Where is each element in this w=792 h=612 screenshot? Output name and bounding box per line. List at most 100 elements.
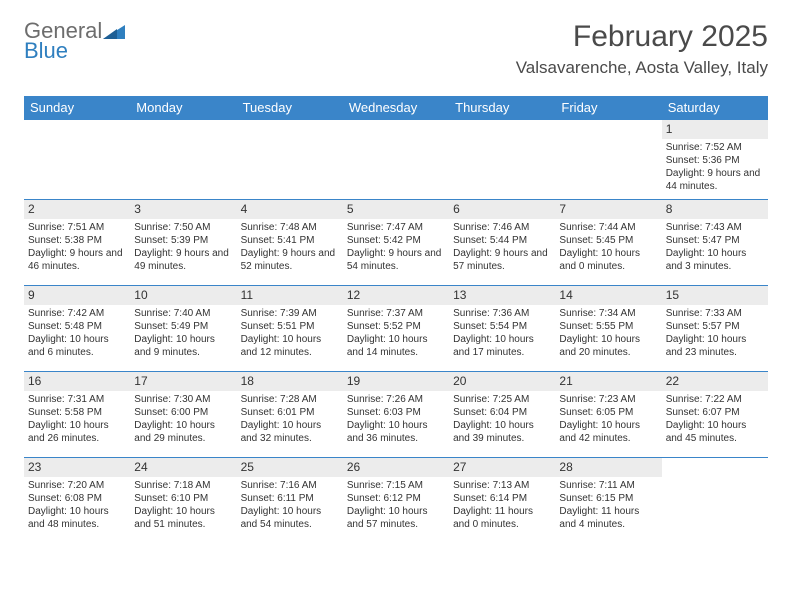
sunset-text: Sunset: 6:14 PM <box>453 492 551 505</box>
calendar-day-cell: 2Sunrise: 7:51 AMSunset: 5:38 PMDaylight… <box>24 200 130 286</box>
sunrise-text: Sunrise: 7:37 AM <box>347 307 445 320</box>
day-number: 17 <box>130 372 236 391</box>
calendar-day-cell: 24Sunrise: 7:18 AMSunset: 6:10 PMDayligh… <box>130 458 236 544</box>
calendar-day-cell: 25Sunrise: 7:16 AMSunset: 6:11 PMDayligh… <box>237 458 343 544</box>
daylight-text: Daylight: 10 hours and 20 minutes. <box>559 333 657 359</box>
daylight-text: Daylight: 10 hours and 54 minutes. <box>241 505 339 531</box>
day-number: 18 <box>237 372 343 391</box>
sunset-text: Sunset: 5:52 PM <box>347 320 445 333</box>
calendar-week-row: 2 Sunrise: 7:51 AMSunset: 5:38 PM Daylight… <box>24 200 768 286</box>
day-number: 20 <box>449 372 555 391</box>
location: Valsavarenche, Aosta Valley, Italy <box>516 58 768 78</box>
calendar-day-cell: . <box>237 120 343 200</box>
daylight-text: Daylight: 9 hours and 49 minutes. <box>134 247 232 273</box>
daylight-text: Daylight: 10 hours and 39 minutes. <box>453 419 551 445</box>
calendar-day-cell: 18Sunrise: 7:28 AMSunset: 6:01 PMDayligh… <box>237 372 343 458</box>
sunset-text: Sunset: 5:48 PM <box>28 320 126 333</box>
calendar-day-cell: 13Sunrise: 7:36 AMSunset: 5:54 PMDayligh… <box>449 286 555 372</box>
sunrise-text: Sunrise: 7:30 AM <box>134 393 232 406</box>
sunrise-text: Sunrise: 7:20 AM <box>28 479 126 492</box>
sunset-text: Sunset: 6:15 PM <box>559 492 657 505</box>
day-number: 9 <box>24 286 130 305</box>
day-number: 21 <box>555 372 661 391</box>
sunrise-text: Sunrise: 7:13 AM <box>453 479 551 492</box>
sunrise-text: Sunrise: 7:18 AM <box>134 479 232 492</box>
calendar-body: ......1Sunrise: 7:52 AMSunset: 5:36 PMDa… <box>24 120 768 544</box>
daylight-text: Daylight: 10 hours and 36 minutes. <box>347 419 445 445</box>
title-block: February 2025 Valsavarenche, Aosta Valle… <box>516 20 768 78</box>
sunset-text: Sunset: 5:58 PM <box>28 406 126 419</box>
sunrise-text: Sunrise: 7:50 AM <box>134 221 232 234</box>
daylight-text: Daylight: 9 hours and 52 minutes. <box>241 247 339 273</box>
calendar-day-cell: 8Sunrise: 7:43 AMSunset: 5:47 PMDaylight… <box>662 200 768 286</box>
calendar-day-cell: . <box>343 120 449 200</box>
daylight-text: Daylight: 10 hours and 45 minutes. <box>666 419 764 445</box>
month-title: February 2025 <box>516 20 768 54</box>
calendar-day-cell: 4Sunrise: 7:48 AMSunset: 5:41 PMDaylight… <box>237 200 343 286</box>
sunset-text: Sunset: 5:54 PM <box>453 320 551 333</box>
day-number: 13 <box>449 286 555 305</box>
logo-triangle-icon <box>103 23 125 39</box>
day-number: 26 <box>343 458 449 477</box>
calendar-day-cell: 5Sunrise: 7:47 AMSunset: 5:42 PMDaylight… <box>343 200 449 286</box>
sunset-text: Sunset: 6:08 PM <box>28 492 126 505</box>
sunset-text: Sunset: 5:38 PM <box>28 234 126 247</box>
day-number: 22 <box>662 372 768 391</box>
calendar-day-cell: 26Sunrise: 7:15 AMSunset: 6:12 PMDayligh… <box>343 458 449 544</box>
day-number: 23 <box>24 458 130 477</box>
daylight-text: Daylight: 10 hours and 26 minutes. <box>28 419 126 445</box>
daylight-text: Daylight: 11 hours and 0 minutes. <box>453 505 551 531</box>
weekday-header-row: Sunday Monday Tuesday Wednesday Thursday… <box>24 96 768 120</box>
calendar-day-cell: 16 Sunrise: 7:31 AMSunset: 5:58 PMDayligh… <box>24 372 130 458</box>
day-number: 6 <box>449 200 555 219</box>
weekday-monday: Monday <box>130 96 236 120</box>
calendar-day-cell: . <box>449 120 555 200</box>
sunset-text: Sunset: 6:07 PM <box>666 406 764 419</box>
calendar-day-cell: 1Sunrise: 7:52 AMSunset: 5:36 PMDaylight… <box>662 120 768 200</box>
calendar-day-cell: 17Sunrise: 7:30 AMSunset: 6:00 PMDayligh… <box>130 372 236 458</box>
day-number: 15 <box>662 286 768 305</box>
calendar-day-cell: . <box>555 120 661 200</box>
day-number: 11 <box>237 286 343 305</box>
day-number: 2 <box>24 200 130 219</box>
calendar-week-row: 16Sunrise: 7:31 AMSunset: 5:58 PMDayligh… <box>24 372 768 458</box>
calendar-day-cell: . <box>662 458 768 544</box>
day-number: 4 <box>237 200 343 219</box>
daylight-text: Daylight: 10 hours and 3 minutes. <box>666 247 764 273</box>
day-number: 16 <box>24 372 130 391</box>
logo-text-blue: Blue <box>24 40 125 62</box>
day-number: 24 <box>130 458 236 477</box>
daylight-text: Daylight: 10 hours and 0 minutes. <box>559 247 657 273</box>
sunset-text: Sunset: 6:04 PM <box>453 406 551 419</box>
daylight-text: Daylight: 10 hours and 9 minutes. <box>134 333 232 359</box>
day-number: 8 <box>662 200 768 219</box>
calendar-day-cell: . <box>130 120 236 200</box>
sunrise-text: Sunrise: 7:22 AM <box>666 393 764 406</box>
sunset-text: Sunset: 6:11 PM <box>241 492 339 505</box>
sunrise-text: Sunrise: 7:25 AM <box>453 393 551 406</box>
sunrise-text: Sunrise: 7:36 AM <box>453 307 551 320</box>
calendar-day-cell: 15Sunrise: 7:33 AMSunset: 5:57 PMDayligh… <box>662 286 768 372</box>
calendar-day-cell: 23Sunrise: 7:20 AMSunset: 6:08 PMDayligh… <box>24 458 130 544</box>
sunset-text: Sunset: 5:49 PM <box>134 320 232 333</box>
sunrise-text: Sunrise: 7:51 AM <box>28 221 126 234</box>
calendar-day-cell: 21Sunrise: 7:23 AMSunset: 6:05 PMDayligh… <box>555 372 661 458</box>
day-number: 27 <box>449 458 555 477</box>
daylight-text: Daylight: 10 hours and 12 minutes. <box>241 333 339 359</box>
day-number: 5 <box>343 200 449 219</box>
sunset-text: Sunset: 5:44 PM <box>453 234 551 247</box>
sunrise-text: Sunrise: 7:40 AM <box>134 307 232 320</box>
sunrise-text: Sunrise: 7:31 AM <box>28 393 126 406</box>
calendar-week-row: 23 Sunrise: 7:20 AMSunset: 6:08 PM Dayligh… <box>24 458 768 544</box>
calendar-day-cell: 19Sunrise: 7:26 AMSunset: 6:03 PMDayligh… <box>343 372 449 458</box>
weekday-tuesday: Tuesday <box>237 96 343 120</box>
daylight-text: Daylight: 10 hours and 42 minutes. <box>559 419 657 445</box>
calendar-day-cell: 3Sunrise: 7:50 AMSunset: 5:39 PMDaylight… <box>130 200 236 286</box>
sunrise-text: Sunrise: 7:28 AM <box>241 393 339 406</box>
sunrise-text: Sunrise: 7:52 AM <box>666 141 764 154</box>
sunrise-text: Sunrise: 7:48 AM <box>241 221 339 234</box>
calendar-day-cell: 12Sunrise: 7:37 AMSunset: 5:52 PMDayligh… <box>343 286 449 372</box>
daylight-text: Daylight: 9 hours and 54 minutes. <box>347 247 445 273</box>
sunset-text: Sunset: 5:45 PM <box>559 234 657 247</box>
daylight-text: Daylight: 10 hours and 6 minutes. <box>28 333 126 359</box>
